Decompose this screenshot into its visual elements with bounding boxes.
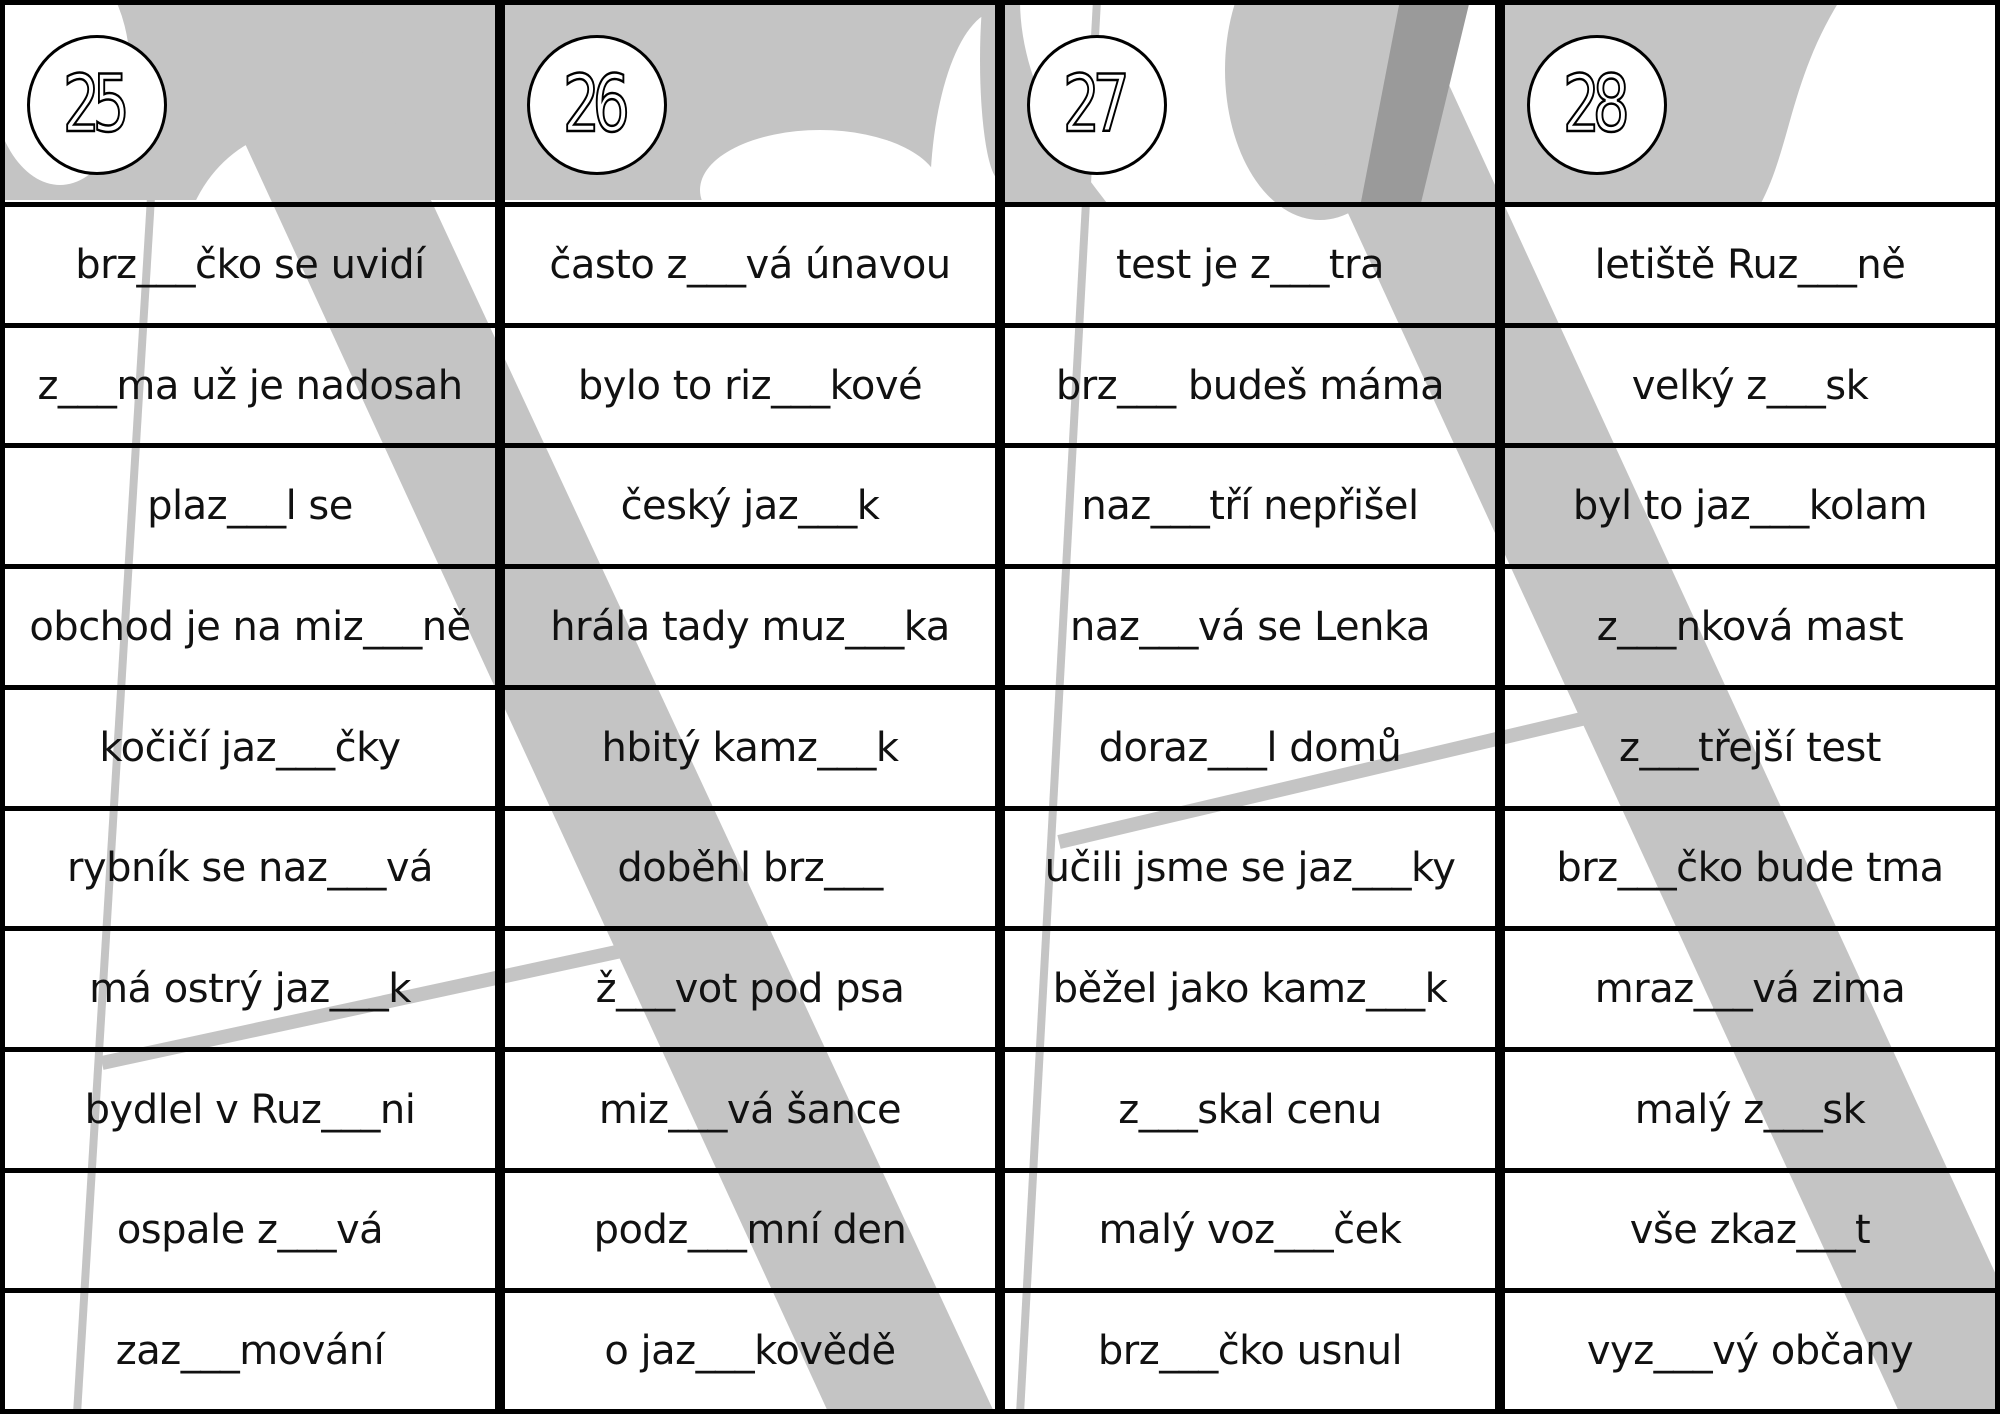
phrase-cell: z___skal cenu [1005,1052,1495,1173]
phrase-cell: rybník se naz___vá [5,811,495,932]
phrase-cell: malý voz___ček [1005,1173,1495,1294]
phrase-cell: hbitý kamz___k [505,690,995,811]
thin-line [1016,0,1101,1414]
number-badge: 27 [1027,35,1167,175]
phrase-cell: test je z___tra [1005,207,1495,328]
phrase-cell: vše zkaz___t [1505,1173,1995,1294]
phrase-cell: zaz___mování [115,1328,385,1375]
phrase-cell: letiště Ruz___ně [1505,207,1995,328]
phrase-cell: z___ma už je nadosah [5,328,495,449]
phrase-cell: brz___čko se uvidí [5,207,495,328]
phrase-cell: bylo to riz___kové [505,328,995,449]
thin-line [73,0,167,1414]
phrase-cell: ž___vot pod psa [505,931,995,1052]
phrase-cell: brz___ budeš máma [1005,328,1495,449]
phrase-cell: obchod je na miz___ně [5,569,495,690]
phrase-cell: kočičí jaz___čky [5,690,495,811]
card-header: 28 [1505,5,1995,207]
card-header: 26 [505,5,995,207]
number-badge: 25 [27,35,167,175]
phrase-cell: hrála tady muz___ka [505,569,995,690]
phrase-cell: miz___vá šance [505,1052,995,1173]
phrase-cell: z___třejší test [1505,690,1995,811]
number-badge: 28 [1527,35,1667,175]
phrase-cell: běžel jako kamz___k [1005,931,1495,1052]
phrase-cell: doraz___l domů [1005,690,1495,811]
phrase-cell: doběhl brz___ [505,811,995,932]
phrase-cell: má ostrý jaz___k [5,931,495,1052]
card-header: 25 [5,5,495,207]
phrase-cell: z___nková mast [1505,569,1995,690]
phrase-cell: malý z___sk [1505,1052,1995,1173]
phrase-cell: ospale z___vá [5,1173,495,1294]
card-number: 25 [62,59,131,152]
phrase-cell: bydlel v Ruz___ni [5,1052,495,1173]
card-28: 28 letiště Ruz___ně velký z___sk byl to … [1500,0,2000,1414]
phrase-cell: byl to jaz___kolam [1505,448,1995,570]
card-26: 26 často z___vá únavou bylo to riz___kov… [500,0,1000,1414]
card-number: 26 [562,59,631,152]
card-number: 27 [1062,59,1131,152]
phrase-cell: naz___tří nepřišel [1005,448,1495,570]
phrase-cell: plaz___l se [5,448,495,570]
phrase-cell: učili jsme se jaz___ky [1005,811,1495,932]
phrase-cell: český jaz___k [505,448,995,570]
phrase-cell: brz___čko usnul [1097,1328,1403,1375]
card-header: 27 [1005,5,1495,207]
phrase-cell: vyz___vý občany [1586,1328,1914,1375]
phrase-cell: mraz___vá zima [1505,931,1995,1052]
cross-line [100,924,716,1070]
card-number: 28 [1562,59,1631,152]
phrase-cell: brz___čko bude tma [1505,811,1995,932]
card-27: 27 test je z___tra brz___ budeš máma naz… [1000,0,1500,1414]
phrase-cell: velký z___sk [1505,328,1995,449]
diagonal-band [179,0,995,1414]
card-25: 25 brz___čko se uvidí z___ma už je nados… [0,0,500,1414]
phrase-cell: často z___vá únavou [505,207,995,328]
phrase-cell: o jaz___kovědě [604,1328,896,1375]
phrase-cell: podz___mní den [505,1173,995,1294]
phrase-cell: naz___vá se Lenka [1005,569,1495,690]
number-badge: 26 [527,35,667,175]
cross-line [1057,694,1660,849]
